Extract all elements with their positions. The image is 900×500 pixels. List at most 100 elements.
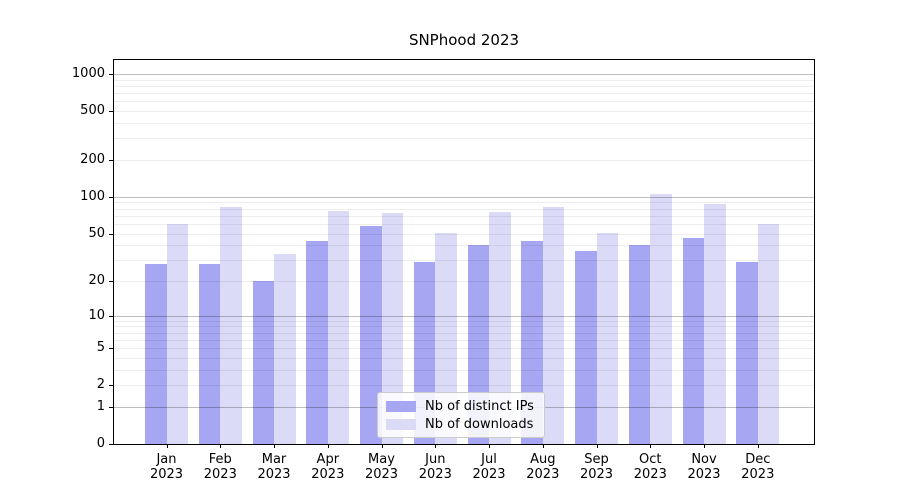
- x-tick-mark: [220, 444, 222, 448]
- x-tick-label-jun: Jun 2023: [418, 452, 452, 482]
- bar-distinct-ips-jan: [145, 263, 167, 444]
- gridline-minor: [114, 332, 814, 334]
- x-tick-label-oct: Oct 2023: [633, 452, 667, 482]
- plot-area: 0 1 2 5 10 20 50 100 200 500 1000 Jan 2023 Feb 2023 Mar…: [72, 59, 815, 482]
- bar-downloads-may: [381, 212, 403, 444]
- bar-downloads-jun: [435, 233, 457, 444]
- gridline-minor: [114, 245, 814, 247]
- y-tick-mark: [109, 160, 113, 161]
- gridline-major: [114, 74, 814, 75]
- gridline-minor: [114, 260, 814, 262]
- y-tick-label: 2: [96, 377, 105, 393]
- gridline-minor: [114, 320, 814, 322]
- bar-downloads-sep: [596, 233, 618, 444]
- gridline-minor: [114, 79, 814, 81]
- y-tick-mark: [109, 281, 113, 282]
- y-tick-mark: [109, 385, 113, 387]
- bar-downloads-jan: [166, 223, 188, 444]
- x-tick-label-feb: Feb 2023: [203, 452, 237, 482]
- gridline-minor: [114, 385, 814, 387]
- gridline-minor: [114, 326, 814, 328]
- x-tick-label-dec: Dec 2023: [741, 452, 775, 482]
- gridline-minor: [114, 357, 814, 359]
- gridline-minor: [114, 215, 814, 217]
- y-tick-mark: [109, 444, 113, 445]
- gridline-minor: [114, 339, 814, 341]
- y-tick-label: 20: [88, 273, 105, 288]
- bar-distinct-ips-sep: [575, 250, 597, 444]
- bar-distinct-ips-dec: [736, 261, 758, 444]
- y-tick-label: 10: [88, 307, 105, 323]
- bar-downloads-nov: [704, 204, 726, 444]
- y-tick-label: 50: [88, 225, 105, 241]
- gridline-minor: [114, 202, 814, 204]
- x-tick-label-mar: Mar 2023: [257, 452, 291, 482]
- y-tick-mark: [109, 233, 113, 235]
- y-tick-mark: [109, 196, 113, 198]
- x-tick-label-sep: Sep 2023: [579, 452, 614, 482]
- gridline-minor: [114, 233, 814, 235]
- chart-title: SNPhood 2023: [408, 31, 520, 49]
- x-tick-label-aug: Aug 2023: [526, 452, 560, 482]
- legend-item-distinct-ips: Nb of distinct IPs: [384, 397, 538, 415]
- bar-distinct-ips-oct: [628, 245, 651, 444]
- x-tick-mark: [596, 444, 598, 448]
- y-tick-label: 1000: [71, 66, 105, 81]
- bar-downloads-apr: [327, 211, 350, 444]
- x-tick-label-apr: Apr 2023: [311, 452, 345, 482]
- x-tick-mark: [704, 444, 705, 448]
- bar-distinct-ips-mar: [252, 280, 274, 444]
- gridline-minor: [114, 138, 814, 140]
- gridline-minor: [114, 86, 814, 87]
- gridline-minor: [114, 223, 814, 225]
- bar-downloads-jul: [489, 212, 511, 444]
- gridline-minor: [114, 93, 814, 95]
- legend-label-distinct-ips: Nb of distinct IPs: [425, 398, 534, 414]
- y-tick-label: 100: [80, 188, 105, 204]
- gridline-minor: [114, 101, 814, 103]
- bar-downloads-aug: [542, 206, 565, 444]
- y-tick-label: 1: [96, 398, 105, 414]
- gridline-minor: [114, 111, 814, 113]
- y-tick-label: 500: [80, 103, 105, 119]
- gridline-major: [114, 196, 814, 198]
- legend-swatch-downloads: [386, 418, 416, 430]
- bar-distinct-ips-feb: [198, 263, 221, 444]
- bar-downloads-mar: [274, 253, 296, 444]
- bar-distinct-ips-apr: [306, 241, 328, 444]
- x-tick-mark: [489, 444, 490, 448]
- y-tick-label: 0: [96, 436, 105, 451]
- legend-label-downloads: Nb of downloads: [425, 416, 534, 432]
- x-tick-mark: [650, 444, 652, 448]
- bar-distinct-ips-may: [360, 225, 382, 444]
- x-tick-mark: [166, 444, 168, 448]
- bar-downloads-dec: [757, 223, 780, 444]
- x-tick-label-may: May 2023: [364, 452, 399, 482]
- gridline-major: [114, 315, 814, 317]
- x-tick-label-jan: Jan 2023: [149, 452, 184, 482]
- x-tick-mark: [327, 444, 329, 448]
- x-tick-mark: [435, 444, 437, 448]
- bar-downloads-oct: [650, 194, 672, 444]
- y-tick-mark: [109, 348, 113, 350]
- y-tick-mark: [109, 74, 113, 75]
- y-tick-mark: [109, 315, 113, 317]
- y-tick-mark: [109, 111, 113, 113]
- gridline-minor: [114, 123, 814, 124]
- x-tick-mark: [274, 444, 275, 448]
- y-tick-label: 5: [96, 340, 105, 356]
- legend-item-downloads: Nb of downloads: [384, 415, 538, 433]
- x-tick-mark: [757, 444, 759, 448]
- x-tick-label-jul: Jul 2023: [472, 452, 506, 482]
- legend-swatch-distinct-ips: [386, 400, 416, 412]
- bar-distinct-ips-nov: [682, 237, 704, 444]
- y-tick-mark: [109, 406, 113, 408]
- x-tick-mark: [381, 444, 383, 448]
- x-tick-label-nov: Nov 2023: [687, 452, 721, 482]
- gridline-minor: [114, 281, 814, 282]
- gridline-minor: [114, 208, 814, 210]
- x-tick-mark: [542, 444, 544, 448]
- gridline-minor: [114, 348, 814, 350]
- y-tick-label: 200: [80, 152, 105, 167]
